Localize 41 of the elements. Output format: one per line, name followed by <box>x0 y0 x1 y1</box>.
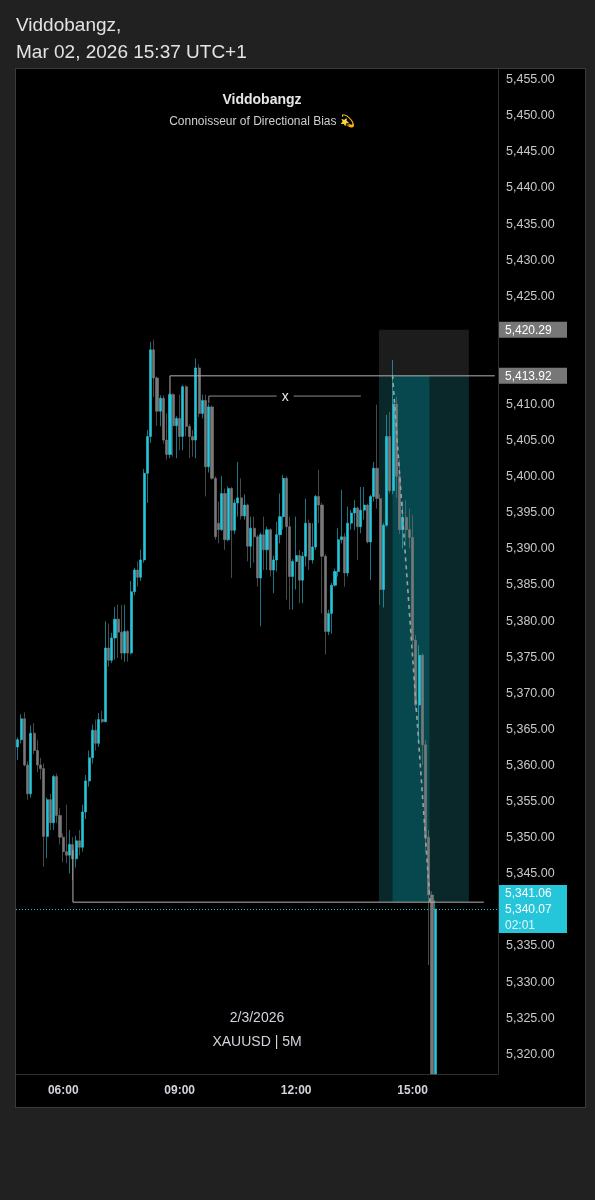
y-tick-label: 5,360.00 <box>506 757 555 772</box>
y-tick-label: 5,325.00 <box>506 1010 555 1025</box>
y-tick-label: 5,430.00 <box>506 252 555 267</box>
ref-line-label: 5,340.07 <box>505 901 553 916</box>
y-tick-label: 5,450.00 <box>506 108 555 123</box>
text: Viddobangz <box>222 91 302 107</box>
text: 5,413.92 <box>505 368 553 383</box>
x-tick-label: 12:00 <box>280 1083 312 1097</box>
text: 5,341.06 <box>505 885 553 900</box>
y-tick-label: 5,320.00 <box>506 1046 555 1061</box>
y-tick-label: 5,400.00 <box>506 469 555 484</box>
text: Connoisseur of Directional Bias 💫 <box>169 114 355 129</box>
y-tick-label: 5,355.00 <box>506 794 555 809</box>
x-tick-label: 09:00 <box>164 1083 196 1097</box>
annotation: x <box>281 388 289 405</box>
annotation: 2/3/2026 <box>229 1009 285 1025</box>
text: 5,420.29 <box>505 322 553 337</box>
y-tick-label: 5,375.00 <box>506 649 555 664</box>
x-tick-label: 15:00 <box>397 1083 429 1097</box>
y-tick-label: 5,405.00 <box>506 433 555 448</box>
text: Viddobangz, <box>16 13 123 37</box>
y-tick-label: 5,445.00 <box>506 144 555 159</box>
y-tick-label: 5,370.00 <box>506 685 555 700</box>
text: Mar 02, 2026 15:37 UTC+1 <box>16 40 247 64</box>
y-tick-label: 5,390.00 <box>506 541 555 556</box>
x-tick-label: 06:00 <box>47 1083 79 1097</box>
y-tick-label: 5,455.00 <box>506 72 555 87</box>
annotation: XAUUSD | 5M <box>212 1033 302 1049</box>
y-tick-label: 5,440.00 <box>506 180 555 195</box>
y-tick-label: 5,380.00 <box>506 613 555 628</box>
text: 02:01 <box>505 917 536 932</box>
y-tick-label: 5,410.00 <box>506 397 555 411</box>
y-tick-label: 5,350.00 <box>506 830 555 845</box>
y-tick-label: 5,335.00 <box>506 938 555 953</box>
y-tick-label: 5,345.00 <box>506 866 555 881</box>
y-tick-label: 5,385.00 <box>506 577 555 592</box>
y-tick-label: 5,330.00 <box>506 974 555 989</box>
y-tick-label: 5,395.00 <box>506 505 555 520</box>
y-tick-label: 5,435.00 <box>506 216 555 231</box>
y-tick-label: 5,365.00 <box>506 721 555 736</box>
y-tick-label: 5,425.00 <box>506 288 555 303</box>
